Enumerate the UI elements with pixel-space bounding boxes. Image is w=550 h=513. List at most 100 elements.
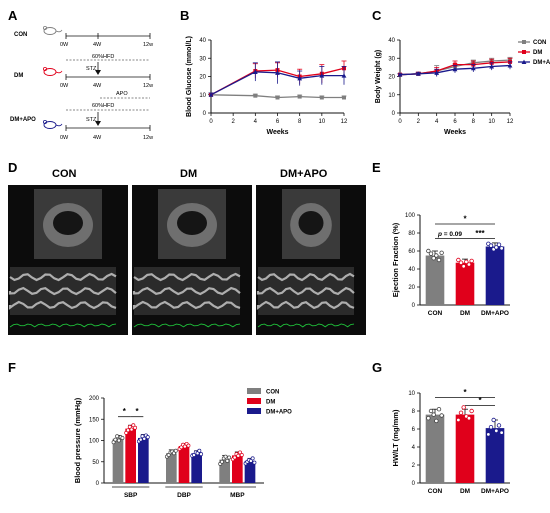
y-tick-label: 6 — [412, 427, 416, 433]
bar-dmapo — [244, 460, 256, 483]
y-axis-label: Body Weight (g) — [375, 50, 382, 104]
individual-point — [131, 423, 136, 428]
y-tick-label: 40 — [199, 38, 206, 44]
individual-point — [120, 436, 125, 440]
individual-point — [195, 451, 200, 456]
y-tick-label: 40 — [388, 38, 395, 44]
individual-point — [223, 454, 228, 459]
y-tick-label: 0 — [96, 481, 100, 487]
individual-point — [461, 264, 466, 269]
individual-point — [115, 434, 120, 439]
individual-point — [436, 257, 442, 263]
individual-point — [491, 417, 496, 423]
individual-point — [486, 432, 491, 437]
y-axis-label: Blood pressure (mmHg) — [73, 397, 82, 483]
x-tick-label: CON — [428, 310, 443, 317]
data-point — [489, 64, 495, 69]
y-tick-label: 60 — [408, 249, 415, 255]
y-axis-label: Ejection Fraction (%) — [391, 222, 400, 297]
echo-mmode-trace — [257, 272, 355, 282]
bar-dm — [232, 455, 243, 483]
individual-point — [232, 455, 237, 460]
tick-dmapo-0: 0W — [60, 135, 69, 141]
individual-point — [499, 246, 504, 251]
echo-mmode-trace — [9, 272, 117, 282]
individual-point — [428, 408, 434, 414]
tick-con-0: 0W — [60, 42, 69, 48]
bar-dmapo — [138, 437, 149, 483]
individual-point — [182, 444, 187, 449]
x-tick-label: DBP — [177, 492, 191, 499]
stz-label-dmapo: STZ — [86, 117, 97, 123]
y-axis-label: Blood Glucose (mmol/L) — [186, 36, 193, 117]
x-tick-label: SBP — [124, 492, 138, 499]
individual-point — [466, 416, 472, 421]
data-point — [453, 62, 457, 67]
individual-point — [499, 430, 504, 435]
bar-dm — [455, 262, 475, 305]
echo-chamber — [298, 211, 324, 235]
x-tick-label: 10 — [488, 119, 495, 125]
individual-point — [173, 448, 178, 453]
individual-point — [488, 425, 494, 430]
panel-letter-g: G — [372, 360, 382, 375]
individual-point — [469, 408, 474, 414]
individual-point — [166, 453, 171, 457]
panel-letter-a: A — [8, 8, 18, 23]
panel-letter-f: F — [8, 360, 16, 375]
y-tick-label: 0 — [392, 111, 396, 117]
legend-marker — [522, 50, 526, 54]
y-tick-label: 50 — [92, 460, 99, 466]
series-line-con — [210, 94, 344, 99]
individual-point — [434, 253, 439, 258]
significance-label: * — [463, 215, 467, 224]
individual-point — [439, 250, 444, 255]
individual-point — [248, 458, 253, 463]
chart-E: 0 20 40 60 80 100 Ejection Fraction (%) CON DM DM… — [391, 213, 510, 317]
data-point — [452, 66, 458, 72]
individual-point — [458, 260, 464, 265]
x-tick-label: 12 — [341, 119, 348, 125]
data-point — [252, 69, 258, 74]
individual-point — [239, 453, 244, 457]
y-tick-label: 30 — [388, 56, 395, 62]
chart-G: 0 2 4 6 8 10 HW/LT (mg/mm) CON DM DM+APO * * — [391, 388, 510, 495]
individual-point — [142, 436, 147, 441]
bar-con — [219, 459, 230, 483]
echo-label-dm: DM — [180, 168, 197, 180]
x-tick-label: 2 — [417, 119, 421, 125]
y-tick-label: 40 — [408, 267, 415, 273]
individual-point — [186, 443, 191, 448]
individual-point — [469, 258, 474, 264]
tick-dmapo-4: 4W — [93, 135, 102, 141]
y-tick-label: 100 — [89, 439, 100, 445]
data-point — [415, 71, 421, 76]
data-point — [342, 95, 346, 100]
significance-label: *** — [475, 229, 485, 238]
individual-point — [426, 416, 431, 421]
tick-dmapo-12: 12w — [143, 135, 153, 141]
x-tick-label: DM+APO — [481, 488, 509, 495]
y-tick-label: 0 — [203, 111, 207, 117]
individual-point — [179, 445, 184, 450]
data-point — [434, 70, 440, 75]
individual-point — [192, 453, 196, 457]
y-tick-label: 20 — [408, 285, 415, 291]
data-point — [319, 73, 325, 78]
legend-marker — [521, 59, 527, 64]
echo-chamber — [53, 211, 83, 235]
legend-label: DM — [266, 400, 275, 406]
x-tick-label: 4 — [435, 119, 439, 125]
data-point — [507, 63, 513, 68]
tick-con-12: 12w — [143, 42, 153, 48]
chart-F: 0 50 100 150 200 Blood pressure (mmHg) SBP DBP M… — [73, 388, 292, 499]
bar-con — [166, 453, 177, 483]
individual-point — [250, 456, 255, 461]
x-tick-label: 0 — [398, 119, 402, 125]
data-point — [470, 65, 476, 71]
individual-point — [124, 430, 129, 435]
y-tick-label: 0 — [412, 481, 416, 487]
individual-point — [127, 424, 132, 429]
bar-con — [425, 414, 445, 483]
